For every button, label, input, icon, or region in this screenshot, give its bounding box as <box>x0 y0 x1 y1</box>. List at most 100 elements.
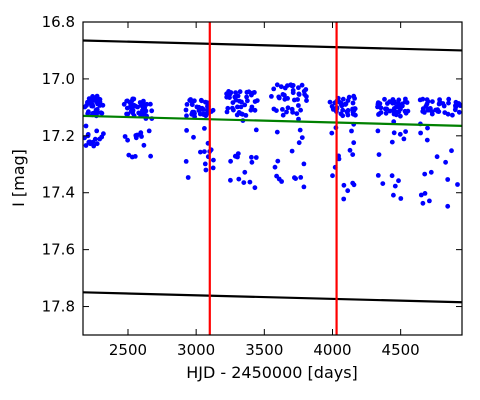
data-point <box>428 169 434 175</box>
data-point <box>301 161 307 167</box>
data-point <box>296 103 301 108</box>
data-point <box>445 177 451 182</box>
data-point <box>389 139 395 145</box>
data-point <box>244 94 250 100</box>
data-point <box>285 96 290 101</box>
data-point <box>130 110 136 116</box>
data-point <box>396 97 402 103</box>
data-point <box>249 92 254 98</box>
data-point <box>418 192 424 198</box>
data-point <box>94 93 100 99</box>
data-point <box>90 94 95 99</box>
data-point <box>90 103 96 109</box>
data-point <box>402 108 408 114</box>
data-point <box>443 159 448 165</box>
data-point <box>202 125 207 131</box>
data-point <box>202 112 207 118</box>
data-point <box>456 101 462 107</box>
data-point <box>274 129 280 135</box>
data-point <box>99 110 105 116</box>
data-point <box>224 109 230 115</box>
data-point <box>449 148 454 154</box>
data-point <box>210 165 216 171</box>
data-point <box>97 103 103 108</box>
data-point <box>375 173 381 178</box>
data-point <box>202 149 207 155</box>
data-point <box>452 107 458 113</box>
data-point <box>244 89 250 95</box>
upper-bound-line <box>83 39 462 52</box>
data-point <box>430 99 435 104</box>
data-point <box>299 82 305 88</box>
data-point <box>94 128 100 134</box>
data-point <box>184 113 189 119</box>
data-point <box>271 86 277 92</box>
data-point <box>455 182 460 187</box>
data-point <box>422 171 428 177</box>
lower-bound-line <box>83 291 462 304</box>
data-point <box>234 112 240 118</box>
data-point <box>391 119 397 125</box>
data-point <box>275 158 281 164</box>
data-point <box>149 108 155 114</box>
data-point <box>196 108 202 113</box>
data-point <box>83 143 89 148</box>
data-point <box>298 107 303 113</box>
data-point <box>341 182 347 188</box>
data-point <box>346 94 352 100</box>
data-point <box>225 105 231 111</box>
x-tick-label: 4000 <box>313 341 351 359</box>
data-point <box>422 191 428 196</box>
data-point <box>391 106 397 111</box>
data-point <box>391 192 396 198</box>
data-point <box>396 178 401 184</box>
data-point <box>401 136 407 142</box>
data-point <box>330 173 335 179</box>
data-point <box>126 152 132 158</box>
data-point <box>290 88 296 93</box>
data-point <box>194 104 200 110</box>
data-point <box>384 106 390 112</box>
data-point <box>393 109 399 115</box>
data-point <box>280 92 286 97</box>
data-point <box>445 203 451 209</box>
data-point <box>210 107 216 113</box>
data-point <box>427 198 432 204</box>
data-point <box>351 140 357 146</box>
data-point <box>343 102 348 107</box>
data-point <box>289 148 295 154</box>
data-point <box>289 83 294 88</box>
data-point <box>294 111 300 116</box>
data-point <box>236 176 242 182</box>
data-point <box>345 188 351 194</box>
data-point <box>129 154 135 160</box>
data-point <box>249 154 254 160</box>
x-tick-label: 2500 <box>109 341 147 359</box>
data-point <box>400 103 405 109</box>
fit-line <box>83 114 462 127</box>
data-point <box>434 154 440 160</box>
y-axis-label: I [mag] <box>9 149 28 207</box>
data-point <box>139 134 144 139</box>
data-point <box>398 113 403 119</box>
data-point <box>441 103 447 109</box>
y-tick-label: 17.8 <box>42 298 75 316</box>
data-point <box>138 130 144 136</box>
data-point <box>327 99 333 105</box>
data-point <box>338 111 344 117</box>
data-point <box>437 97 442 102</box>
data-point <box>427 107 432 113</box>
data-point <box>202 161 208 167</box>
data-point <box>231 107 236 113</box>
data-point <box>124 111 129 117</box>
data-point <box>297 127 303 133</box>
data-point <box>203 167 209 173</box>
data-point <box>383 110 389 116</box>
data-point <box>436 109 442 114</box>
data-point <box>271 106 277 112</box>
data-point <box>398 196 404 201</box>
x-axis-label: HJD - 2450000 [days] <box>186 363 358 382</box>
data-point <box>148 153 154 159</box>
data-point <box>86 139 92 145</box>
data-point <box>280 107 285 112</box>
